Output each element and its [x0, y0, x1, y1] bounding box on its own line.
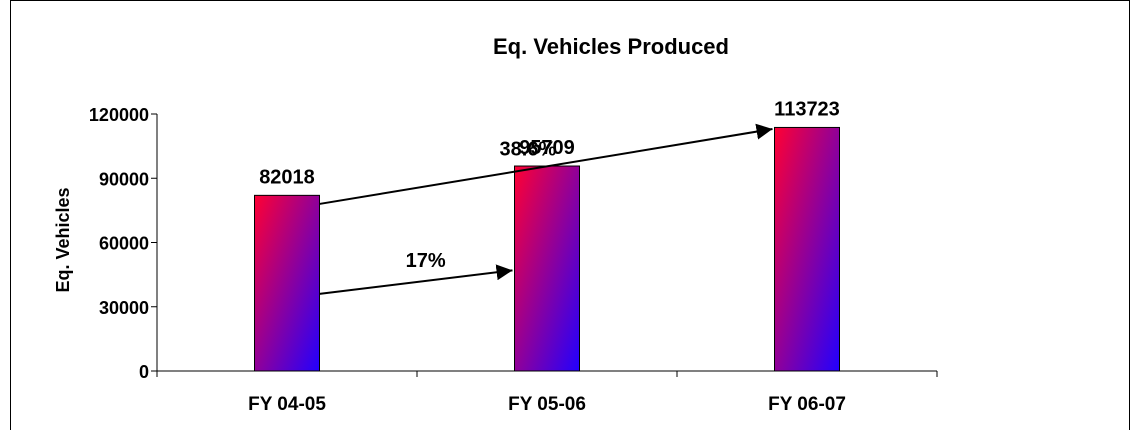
bar: [774, 126, 840, 372]
plot-area: 0 30000 60000 90000 120000 82018 FY 04-05 95709…: [89, 98, 938, 415]
y-tick-label: 30000: [99, 298, 149, 318]
y-tick-label: 120000: [89, 105, 149, 125]
x-tick-label: FY 06-07: [768, 394, 846, 415]
data-label: 95709: [519, 137, 575, 159]
data-label: 82018: [259, 166, 315, 188]
x-tick-label: FY 05-06: [508, 394, 586, 415]
data-label: 113723: [774, 98, 840, 120]
annotation-arrow: [319, 264, 513, 295]
y-tick-label: 60000: [99, 234, 149, 254]
y-axis-label: Eq. Vehicles: [53, 187, 73, 292]
bar: [254, 194, 320, 372]
annotation-label: 17%: [406, 250, 446, 272]
bar: [514, 165, 580, 372]
annotation-label: 38.6%: [500, 138, 557, 160]
annotation-arrow: [319, 123, 773, 205]
chart-title: Eq. Vehicles Produced: [493, 34, 729, 59]
y-tick-label: 0: [139, 362, 149, 382]
y-tick-label: 90000: [99, 169, 149, 189]
chart-frame: [10, 0, 1130, 430]
x-tick-label: FY 04-05: [248, 394, 326, 415]
